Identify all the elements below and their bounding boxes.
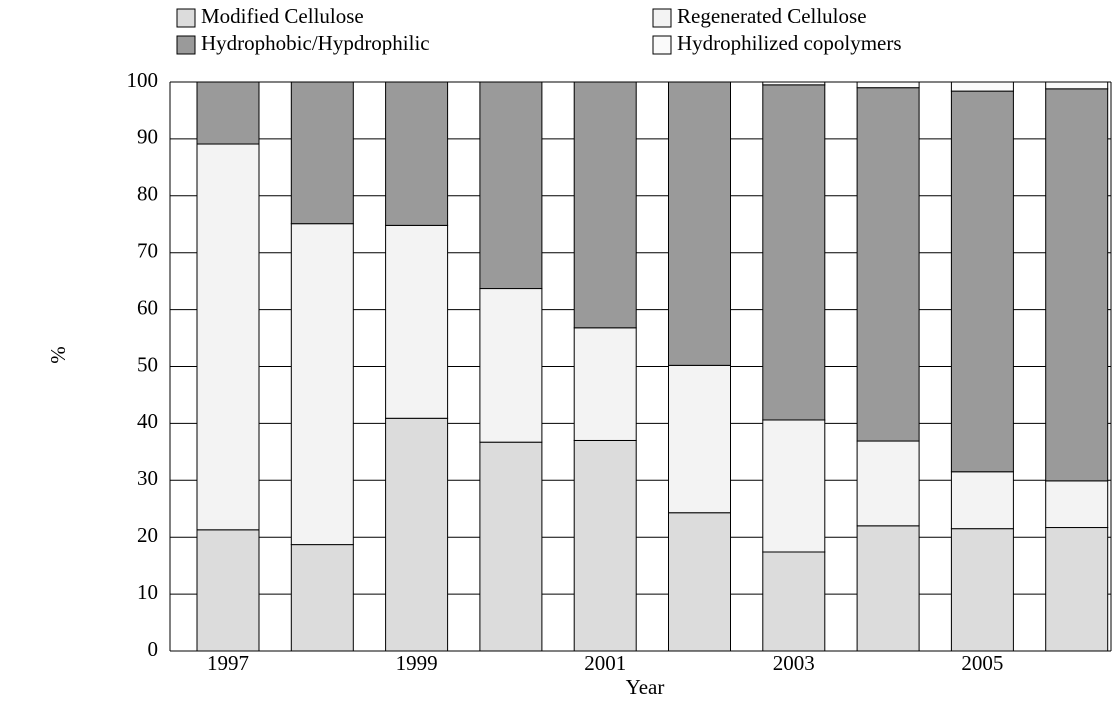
legend-swatch: [176, 8, 196, 28]
bar-segment: [1045, 88, 1109, 482]
bar-segment: [668, 512, 731, 652]
bar-segment: [196, 143, 260, 531]
bar-segment: [479, 288, 543, 443]
y-axis-label: %: [46, 346, 70, 364]
x-axis-label: Year: [626, 675, 665, 699]
bar-segment: [762, 419, 826, 553]
bar-segment: [950, 528, 1014, 652]
y-tick-label: 40: [137, 409, 158, 433]
bar-segment: [290, 544, 354, 652]
x-tick-label: 1999: [396, 651, 438, 675]
bar-segment: [1045, 480, 1109, 529]
legend-label: Hydrophilized copolymers: [677, 31, 902, 55]
bar-segment: [1045, 81, 1109, 90]
x-tick-label: 1997: [207, 651, 249, 675]
y-tick-label: 80: [137, 182, 158, 206]
legend-swatch: [652, 35, 672, 55]
bar-segment: [479, 441, 543, 652]
bar-segment: [196, 81, 260, 145]
legend-label: Modified Cellulose: [201, 4, 364, 28]
bar-segment: [950, 81, 1014, 92]
x-tick-label: 2003: [773, 651, 815, 675]
bar-segment: [668, 364, 731, 514]
bar-segment: [385, 81, 449, 226]
y-tick-label: 30: [137, 466, 158, 490]
bar-segment: [856, 440, 920, 527]
bar-segment: [762, 551, 826, 652]
legend-label: Regenerated Cellulose: [677, 4, 867, 28]
bar-segment: [856, 87, 920, 442]
bar-segment: [950, 471, 1014, 530]
y-tick-label: 0: [148, 637, 159, 661]
bar-segment: [1045, 527, 1109, 652]
legend-label: Hydrophobic/Hypdrophilic: [201, 31, 430, 55]
bar-segment: [573, 327, 637, 441]
y-tick-label: 20: [137, 523, 158, 547]
bar-segment: [196, 529, 260, 652]
bar-segment: [856, 81, 920, 89]
bar-segment: [762, 81, 826, 86]
bar-segment: [290, 223, 354, 546]
y-tick-label: 10: [137, 580, 158, 604]
bar-segment: [290, 81, 354, 225]
bar-segment: [856, 525, 920, 652]
x-tick-label: 2005: [961, 651, 1003, 675]
y-tick-label: 90: [137, 125, 158, 149]
bar-segment: [479, 81, 543, 290]
bar-segment: [385, 224, 449, 419]
x-tick-label: 2001: [584, 651, 626, 675]
y-tick-label: 70: [137, 239, 158, 263]
legend-swatch: [652, 8, 672, 28]
y-tick-label: 50: [137, 352, 158, 376]
bar-segment: [668, 81, 731, 366]
legend-swatch: [176, 35, 196, 55]
bar-segment: [385, 417, 449, 652]
y-tick-label: 100: [127, 68, 159, 92]
y-tick-label: 60: [137, 295, 158, 319]
bar-segment: [573, 81, 637, 329]
bar-segment: [762, 84, 826, 421]
bar-segment: [950, 90, 1014, 473]
bar-segment: [573, 439, 637, 652]
